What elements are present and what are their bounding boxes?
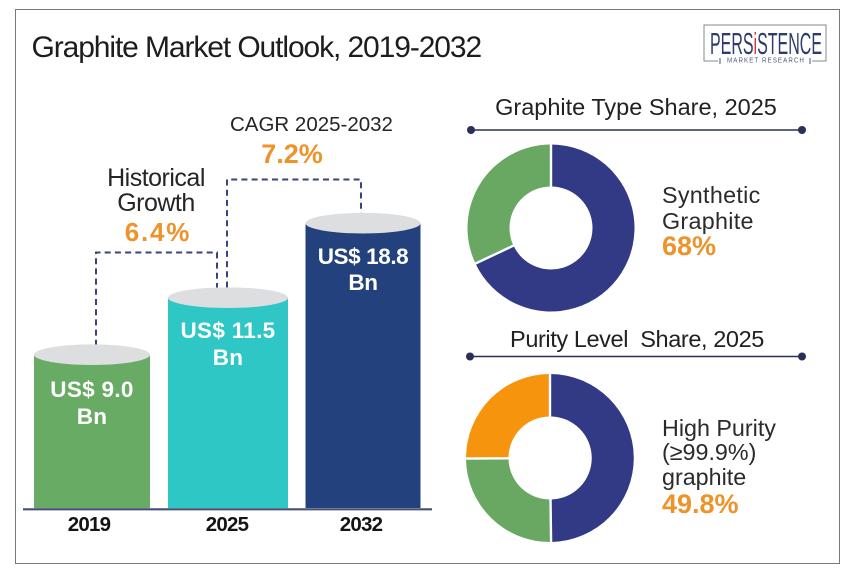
svg-text:MARKET RESEARCH: MARKET RESEARCH <box>727 56 805 65</box>
